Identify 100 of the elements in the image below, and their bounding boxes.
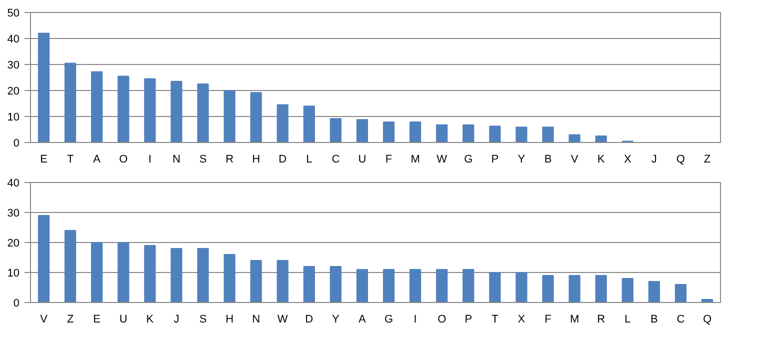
y-tick-label: 10 <box>7 268 20 280</box>
bar <box>648 281 660 302</box>
x-tick-label: M <box>410 154 420 166</box>
bar <box>224 254 236 302</box>
x-tick-label: V <box>40 314 48 326</box>
x-tick-label: Q <box>702 314 712 326</box>
y-tick-label: 0 <box>13 138 20 150</box>
x-tick-label: G <box>384 314 394 326</box>
x-tick-label: F <box>544 314 552 326</box>
bar <box>224 90 236 142</box>
x-tick-label: B <box>544 154 552 166</box>
x-tick-label: N <box>252 314 260 326</box>
bar <box>410 121 422 142</box>
bar <box>382 269 395 302</box>
x-tick-label: K <box>597 154 606 166</box>
bar <box>91 71 103 142</box>
x-tick-label: T <box>66 154 74 166</box>
x-tick-label: E <box>40 154 48 166</box>
bar <box>516 272 528 302</box>
bar <box>64 230 76 302</box>
bar <box>622 278 634 302</box>
x-tick-label: X <box>518 314 526 326</box>
x-tick-label: H <box>252 154 260 166</box>
x-tick-label: X <box>624 154 632 166</box>
bar <box>118 242 130 302</box>
x-tick-label: U <box>358 154 366 166</box>
y-tick-label: 30 <box>7 60 20 72</box>
x-tick-label: D <box>305 314 314 326</box>
x-tick-label: W <box>436 154 448 166</box>
x-tick-label: K <box>146 314 154 326</box>
y-tick-label: 30 <box>7 208 20 220</box>
x-tick-label: E <box>93 314 101 326</box>
x-tick-label: Z <box>66 314 74 326</box>
bar <box>250 260 262 302</box>
bar <box>674 284 686 302</box>
bar <box>144 245 156 302</box>
bar <box>382 121 395 142</box>
x-tick-label: M <box>570 314 580 326</box>
y-tick-label: 40 <box>7 178 20 190</box>
bar <box>250 92 262 142</box>
bar <box>330 266 342 302</box>
y-tick-label: 20 <box>7 238 20 250</box>
x-tick-label: Q <box>676 154 686 166</box>
x-tick-label: C <box>676 314 685 326</box>
bar <box>64 62 76 142</box>
bar <box>542 275 554 302</box>
bar <box>170 248 182 302</box>
bar <box>38 32 50 142</box>
bar <box>462 269 474 302</box>
x-tick-label: R <box>597 314 606 326</box>
x-tick-label: A <box>93 154 102 166</box>
bar <box>356 119 368 142</box>
x-tick-label: I <box>414 314 417 326</box>
bar <box>276 104 288 142</box>
bar <box>410 269 422 302</box>
bar <box>197 84 209 142</box>
x-tick-label: W <box>277 314 288 326</box>
bar <box>118 76 130 142</box>
bar <box>38 215 50 302</box>
bar <box>303 106 315 142</box>
x-tick-label: S <box>199 314 207 326</box>
x-tick-label: F <box>385 154 392 166</box>
bar <box>170 80 182 142</box>
x-tick-label: O <box>438 314 447 326</box>
x-tick-label: A <box>358 314 367 326</box>
bar <box>276 260 288 302</box>
bar <box>516 126 528 142</box>
x-tick-label: H <box>226 314 234 326</box>
bar <box>542 126 554 142</box>
x-tick-label: D <box>278 154 287 166</box>
x-tick-label: Y <box>518 154 526 166</box>
x-tick-label: G <box>464 154 473 166</box>
x-tick-label: Y <box>332 314 340 326</box>
bar <box>144 78 156 142</box>
x-tick-label: Z <box>704 154 711 166</box>
x-tick-label: T <box>492 314 499 326</box>
bar <box>436 269 448 302</box>
bar <box>303 266 315 302</box>
x-tick-label: L <box>624 314 631 326</box>
x-tick-label: N <box>172 154 180 166</box>
bar <box>568 275 580 302</box>
x-tick-label: B <box>650 314 658 326</box>
bar <box>356 269 368 302</box>
bar <box>436 124 448 142</box>
bar <box>462 124 474 142</box>
x-tick-label: J <box>651 154 657 166</box>
x-tick-label: C <box>332 154 340 166</box>
bar <box>568 134 580 142</box>
bar <box>489 272 501 302</box>
bar <box>91 242 103 302</box>
y-tick-label: 10 <box>7 112 20 124</box>
bar <box>489 126 501 142</box>
x-tick-label: S <box>199 154 207 166</box>
bar <box>595 275 607 302</box>
y-tick-label: 40 <box>7 34 20 46</box>
x-tick-label: O <box>119 154 128 166</box>
bar <box>595 136 607 142</box>
bar <box>197 248 209 302</box>
x-tick-label: L <box>306 154 312 166</box>
x-tick-label: V <box>570 154 579 166</box>
